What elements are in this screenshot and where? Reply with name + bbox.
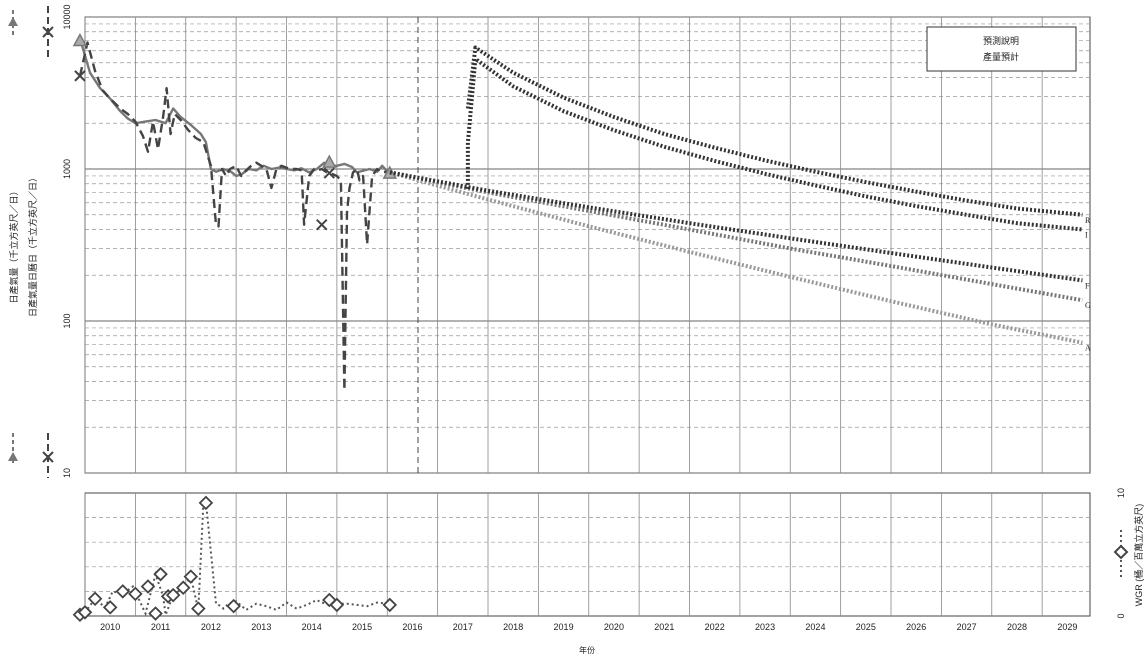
x-tick-label: 2010 <box>100 622 120 632</box>
series-end-label: R <box>1085 216 1091 225</box>
wgr-grid <box>84 493 1090 616</box>
wgr-diamond-marker <box>175 580 191 595</box>
wgr-diamond-marker <box>77 605 93 620</box>
main-y-tick-label: 10000 <box>62 4 72 29</box>
main-y-tick-label: 100 <box>62 313 72 328</box>
x-tick-label: 2019 <box>554 622 574 632</box>
main-y-tick-label: 1000 <box>62 159 72 179</box>
wgr-diamond-marker <box>226 598 241 614</box>
x-tick-label: 2023 <box>755 622 775 632</box>
wgr-diamond-marker <box>128 586 143 602</box>
x-tick-label: 2012 <box>201 622 221 632</box>
series-end-labels: A G F IR <box>1085 216 1091 353</box>
wgr-diamond-marker <box>191 601 206 616</box>
legend-box: 預測說明 產量預計 <box>926 26 1077 72</box>
triangle-legend-bottom-icon <box>8 433 18 463</box>
series-line <box>389 170 1083 303</box>
wgr-diamond-marker <box>153 566 168 582</box>
series-line <box>389 170 1083 283</box>
wgr-series-group <box>72 495 398 623</box>
legend-subtitle: 產量預計 <box>983 51 1019 62</box>
x-tick-label: 2025 <box>856 622 876 632</box>
main-y-tick-label: 10 <box>62 468 72 478</box>
x-tick-label: 2011 <box>151 622 170 632</box>
main-y-ticks: 10 100 1000 10000 <box>62 4 72 478</box>
triangle-marker <box>322 154 337 168</box>
wgr-diamond-marker <box>87 591 103 607</box>
x-marker <box>323 167 336 179</box>
wgr-diamond-marker <box>102 600 118 615</box>
x-legend-top-icon <box>42 6 54 58</box>
main-vertical-grid <box>84 17 1043 473</box>
x-marker <box>74 70 86 82</box>
wgr-diamond-marker <box>165 587 181 603</box>
main-series-group <box>72 32 1083 392</box>
legend-title: 預測說明 <box>983 35 1019 46</box>
wgr-diamond-marker <box>329 597 345 613</box>
series-end-label: A <box>1085 344 1091 353</box>
series-line <box>78 41 391 392</box>
wgr-diamond-marker <box>148 606 163 621</box>
series-end-label: G <box>1085 301 1091 310</box>
series-end-label: F <box>1085 281 1090 290</box>
wgr-axis-label: WGR (桶／百萬立方英尺) <box>1133 504 1144 607</box>
y-axis-label-right: 日產氣量日曆日（千立方英尺／日） <box>27 173 38 317</box>
diamond-legend-icon <box>1113 530 1129 578</box>
triangle-legend-top-icon <box>8 10 18 36</box>
wgr-diamond-marker <box>140 579 156 594</box>
x-tick-label: 2027 <box>957 622 977 632</box>
x-tick-label: 2020 <box>604 622 624 632</box>
wgr-plot-area <box>84 492 1091 617</box>
wgr-y-tick-label: 0 <box>1116 613 1126 618</box>
wgr-y-ticks: 0 10 <box>1116 488 1126 619</box>
x-marker <box>316 219 328 231</box>
x-tick-label: 2026 <box>906 622 926 632</box>
x-tick-label: 2028 <box>1007 622 1027 632</box>
y-axis-label-left: 日產氣量（千立方英尺／日） <box>8 186 19 303</box>
x-legend-bottom-icon <box>42 433 54 478</box>
series-end-label: I <box>1085 230 1088 239</box>
wgr-y-tick-label: 10 <box>1116 488 1126 498</box>
wgr-diamond-marker <box>198 495 214 511</box>
x-tick-label: 2018 <box>503 622 523 632</box>
x-tick-label: 2015 <box>352 622 372 632</box>
wgr-diamond-marker <box>382 597 398 613</box>
x-tick-label: 2014 <box>302 622 322 632</box>
series-line <box>465 45 1083 217</box>
x-tick-label: 2021 <box>654 622 674 632</box>
main-plot-area <box>84 16 1091 474</box>
x-tick-label: 2024 <box>805 622 825 632</box>
x-tick-label: 2017 <box>453 622 473 632</box>
wgr-diamond-marker <box>183 569 199 584</box>
series-line <box>465 56 1083 232</box>
x-tick-label: 2016 <box>402 622 422 632</box>
x-tick-label: 2022 <box>705 622 725 632</box>
x-tick-label: 2029 <box>1057 622 1077 632</box>
x-axis-label: 年份 <box>579 645 595 655</box>
wgr-diamond-marker <box>115 584 131 599</box>
triangle-marker <box>72 32 88 47</box>
x-tick-label: 2013 <box>251 622 271 632</box>
x-ticks: 2010 2011 2012 2013 2014 2015 2016 2017 2018 2019… <box>100 622 1077 632</box>
